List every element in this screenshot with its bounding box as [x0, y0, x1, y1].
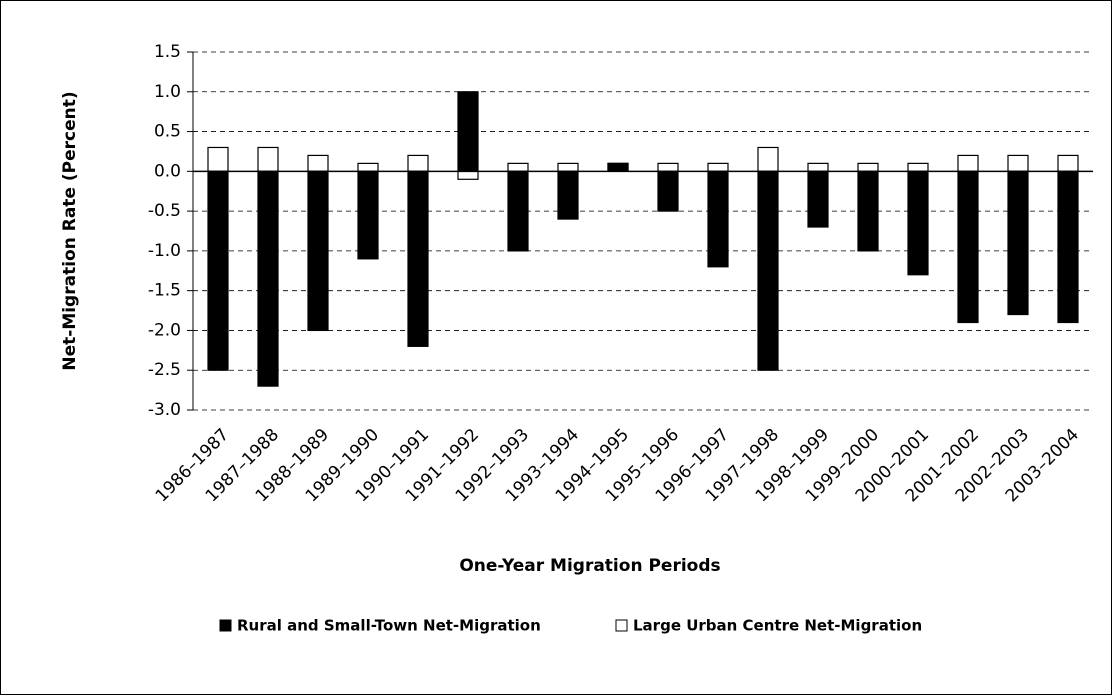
x-axis-title: One-Year Migration Periods: [459, 556, 720, 576]
bar: [807, 170, 829, 228]
bar: [307, 154, 329, 172]
bar: [607, 162, 629, 172]
bar: [257, 146, 279, 172]
bar: [657, 170, 679, 212]
bar: [707, 170, 729, 268]
y-tick-label: 1.0: [154, 82, 181, 102]
bar: [207, 170, 229, 371]
y-axis-title: Net-Migration Rate (Percent): [60, 91, 80, 370]
bar: [257, 170, 279, 387]
bar: [407, 154, 429, 172]
y-tick-label: -2.0: [148, 320, 181, 340]
bar: [357, 170, 379, 260]
bar: [507, 170, 529, 252]
bar: [657, 162, 679, 172]
bar: [957, 170, 979, 324]
bar: [457, 91, 479, 172]
y-tick-label: -1.5: [148, 281, 181, 301]
bar: [1057, 154, 1079, 172]
bar: [857, 170, 879, 252]
bar: [857, 162, 879, 172]
bar: [957, 154, 979, 172]
bar: [557, 162, 579, 172]
bar: [207, 146, 229, 172]
y-tick-label: 1.5: [154, 42, 181, 62]
bar: [907, 170, 929, 276]
y-tick-label: -3.0: [148, 400, 181, 420]
legend-label: Large Urban Centre Net-Migration: [633, 617, 922, 635]
legend-swatch: [615, 619, 628, 632]
bar: [407, 170, 429, 347]
legend-label: Rural and Small-Town Net-Migration: [237, 617, 541, 635]
bar: [357, 162, 379, 172]
bar: [1007, 154, 1029, 172]
bar: [1057, 170, 1079, 324]
y-tick-label: -0.5: [148, 201, 181, 221]
bar: [707, 162, 729, 172]
bar: [757, 170, 779, 371]
bar: [457, 170, 479, 180]
bar: [757, 146, 779, 172]
bar: [557, 170, 579, 220]
bar: [807, 162, 829, 172]
y-tick-label: -2.5: [148, 360, 181, 380]
bar: [1007, 170, 1029, 316]
y-tick-label: -1.0: [148, 241, 181, 261]
y-tick-label: 0.5: [154, 122, 181, 142]
y-tick-label: 0.0: [154, 161, 181, 181]
bar: [307, 170, 329, 332]
legend-swatch: [219, 619, 232, 632]
bar: [907, 162, 929, 172]
bar: [507, 162, 529, 172]
